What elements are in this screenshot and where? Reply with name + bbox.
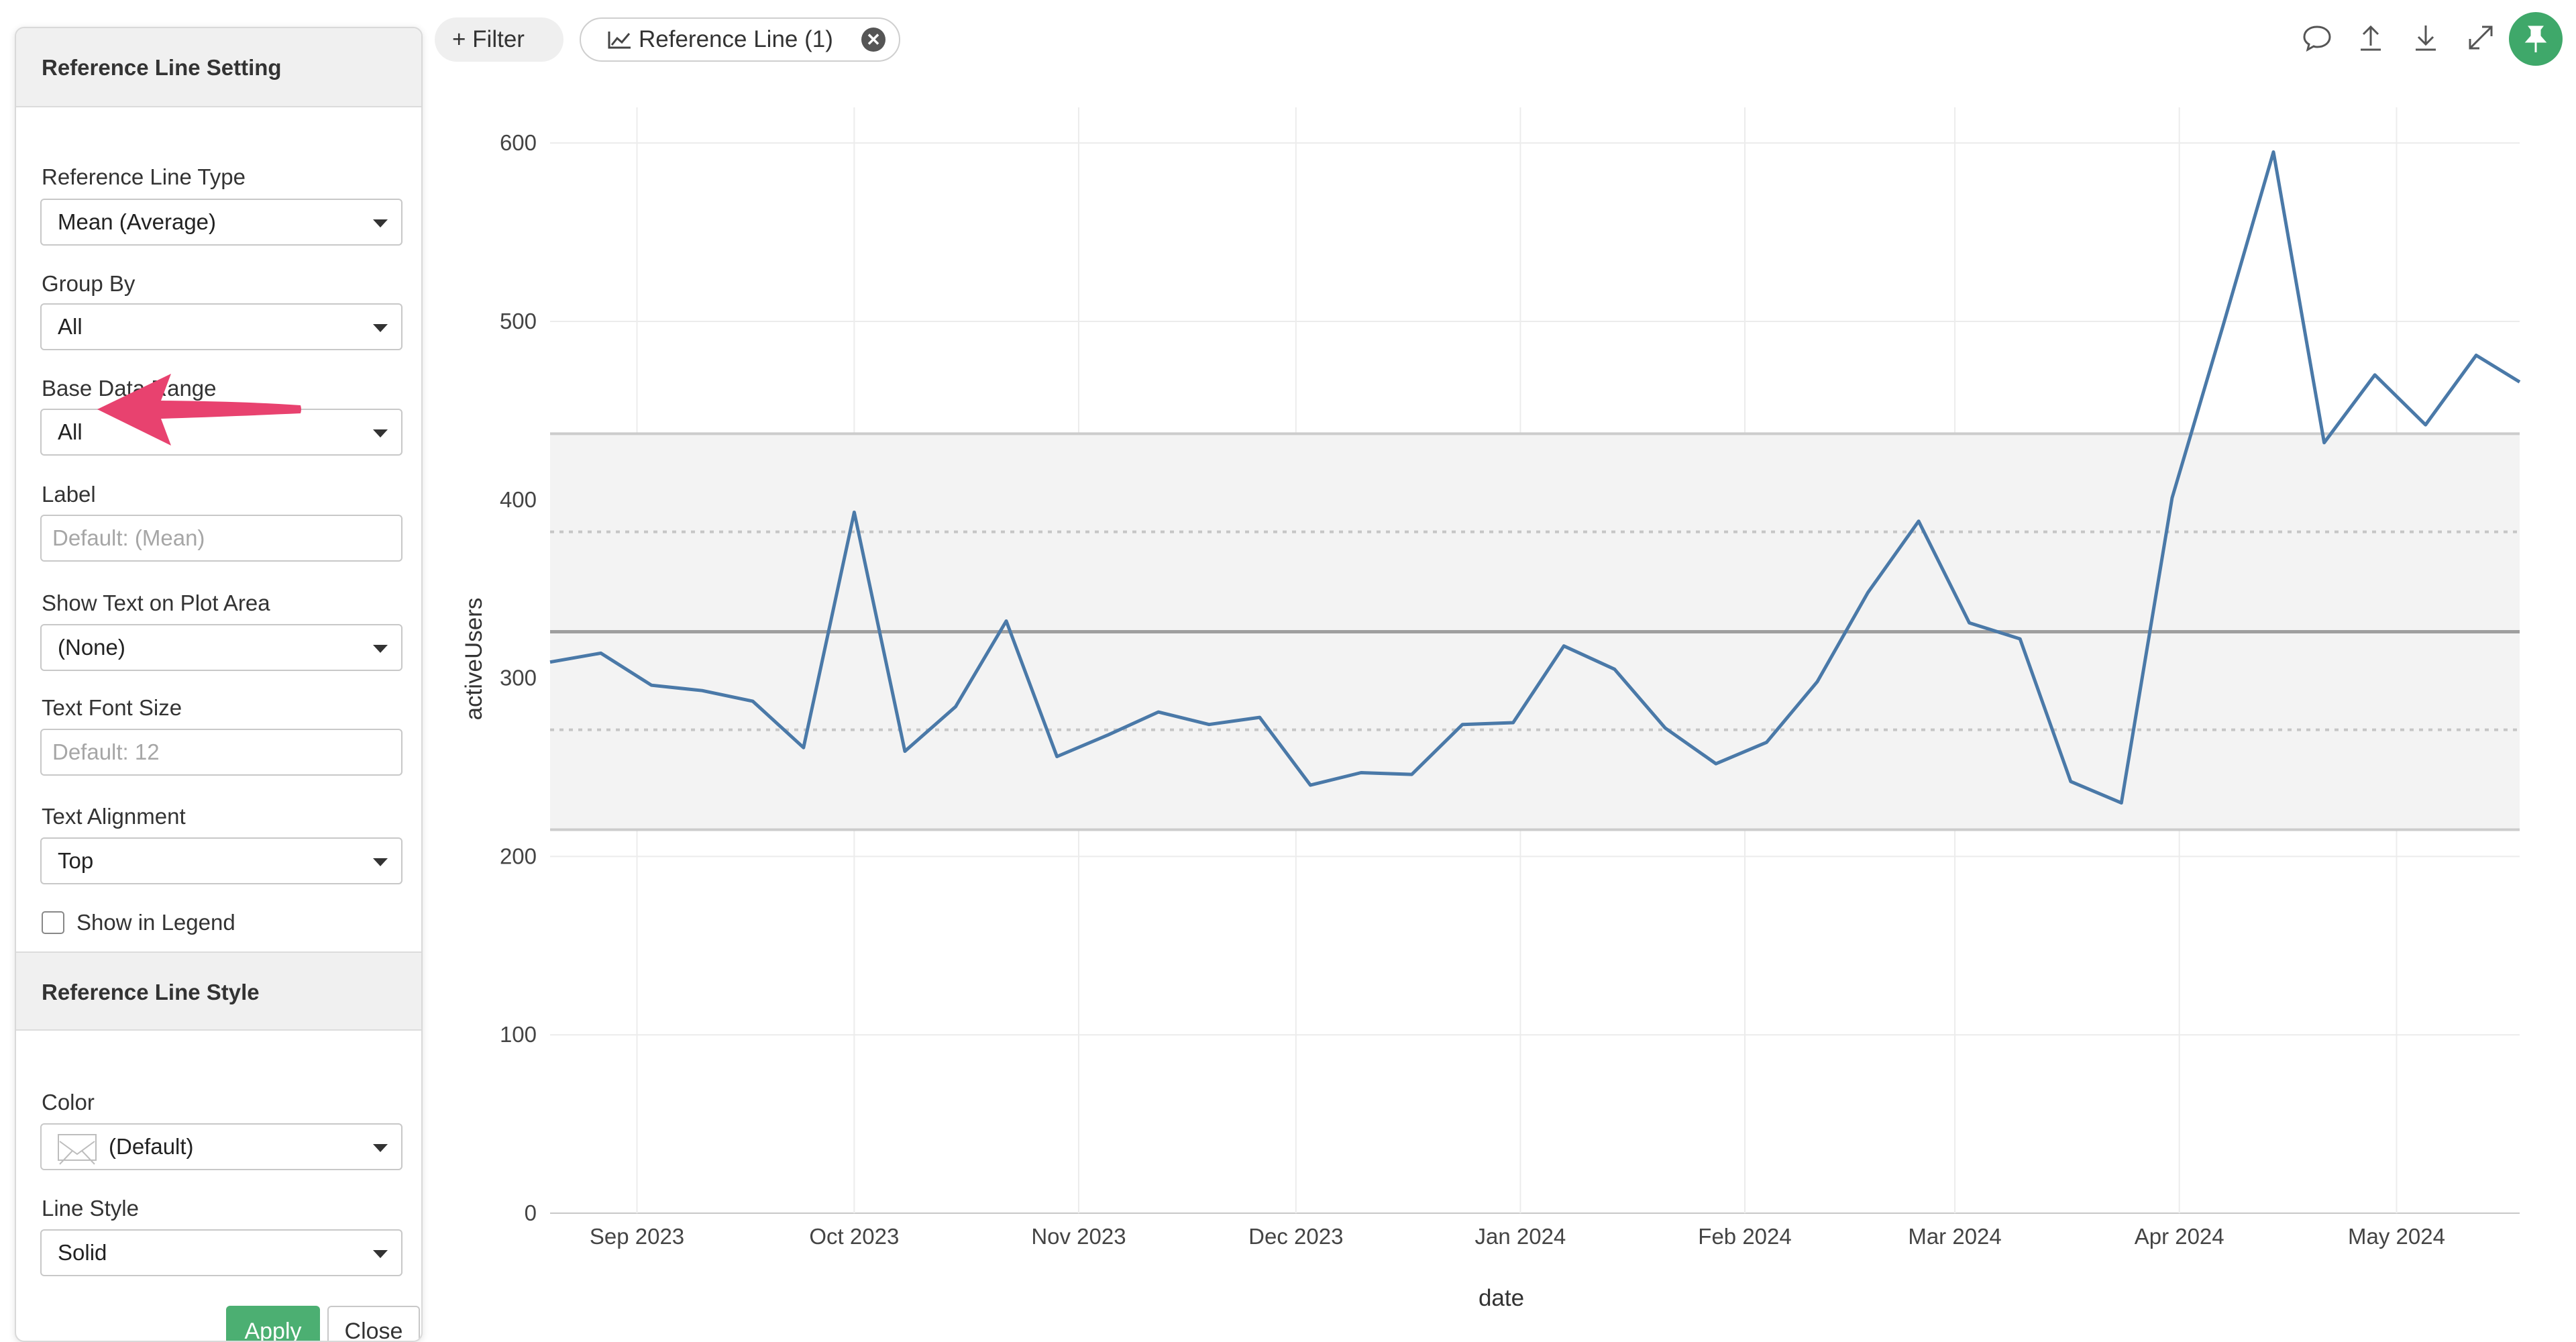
- x-tick-label: Mar 2024: [1908, 1224, 2001, 1249]
- x-tick-label: Jan 2024: [1475, 1224, 1566, 1249]
- line-style-label: Line Style: [42, 1196, 139, 1221]
- annotation-arrow-icon: [97, 374, 301, 446]
- pin-icon: [2524, 25, 2547, 52]
- setting-section-title: Reference Line Setting: [16, 28, 421, 107]
- filter-button[interactable]: + Filter: [435, 17, 564, 62]
- show-in-legend-label: Show in Legend: [76, 910, 235, 935]
- series-layer: [549, 150, 2521, 805]
- y-tick-label: 0: [525, 1200, 537, 1225]
- chevron-down-icon: [373, 219, 388, 227]
- style-section-title: Reference Line Style: [16, 951, 421, 1031]
- envelope-icon: [59, 1141, 95, 1165]
- alignment-label: Text Alignment: [42, 804, 186, 829]
- group-by-label: Group By: [42, 271, 136, 296]
- y-axis-title: activeUsers: [461, 598, 487, 721]
- x-tick-label: Sep 2023: [590, 1224, 684, 1249]
- label-input[interactable]: Default: (Mean): [40, 515, 402, 562]
- show-in-legend-checkbox[interactable]: [42, 911, 64, 934]
- line-chart-icon: [608, 32, 631, 49]
- alignment-select[interactable]: Top: [40, 837, 402, 884]
- y-tick-label: 400: [500, 487, 537, 512]
- chevron-down-icon: [373, 645, 388, 653]
- x-tick-label: Dec 2023: [1248, 1224, 1343, 1249]
- y-tick-label: 500: [500, 309, 537, 333]
- ref-type-select[interactable]: Mean (Average): [40, 199, 402, 246]
- axis-layer: 0 100 200 300 400 500 600 Sep 2023 Oct 2023 Nov 2…: [461, 130, 2445, 1311]
- line-style-select[interactable]: Solid: [40, 1229, 402, 1276]
- color-select[interactable]: (Default): [40, 1123, 402, 1170]
- series-line: [549, 150, 2521, 805]
- y-tick-label: 100: [500, 1022, 537, 1047]
- y-tick-label: 200: [500, 843, 537, 868]
- font-size-label: Text Font Size: [42, 695, 182, 720]
- color-value: (Default): [109, 1134, 194, 1159]
- font-size-placeholder: Default: 12: [52, 739, 160, 764]
- label-placeholder: Default: (Mean): [52, 525, 205, 550]
- upload-icon[interactable]: [2353, 20, 2388, 55]
- chip-close-icon[interactable]: ✕: [861, 28, 885, 52]
- chevron-down-icon: [373, 324, 388, 332]
- ref-type-label: Reference Line Type: [42, 164, 246, 189]
- x-tick-label: Oct 2023: [809, 1224, 899, 1249]
- ref-type-value: Mean (Average): [58, 209, 217, 234]
- color-label: Color: [42, 1090, 95, 1115]
- pin-button[interactable]: [2509, 12, 2563, 66]
- show-text-select[interactable]: (None): [40, 624, 402, 671]
- comment-icon[interactable]: [2300, 20, 2334, 55]
- group-by-select[interactable]: All: [40, 303, 402, 350]
- reference-band: [550, 432, 2520, 831]
- y-tick-label: 300: [500, 666, 537, 690]
- reference-line-chip-label: Reference Line (1): [639, 26, 833, 52]
- font-size-input[interactable]: Default: 12: [40, 729, 402, 776]
- chevron-down-icon: [373, 1250, 388, 1258]
- line-style-value: Solid: [58, 1240, 107, 1265]
- group-by-value: All: [58, 314, 83, 339]
- chevron-down-icon: [373, 429, 388, 437]
- x-tick-label: May 2024: [2348, 1224, 2445, 1249]
- x-tick-label: Apr 2024: [2135, 1224, 2224, 1249]
- chevron-down-icon: [373, 858, 388, 866]
- show-text-value: (None): [58, 635, 125, 660]
- alignment-value: Top: [58, 848, 94, 873]
- chevron-down-icon: [373, 1144, 388, 1152]
- y-tick-label: 600: [500, 130, 537, 155]
- download-icon[interactable]: [2408, 20, 2443, 55]
- x-tick-label: Nov 2023: [1031, 1224, 1126, 1249]
- x-axis-title: date: [1479, 1285, 1524, 1311]
- label-field-label: Label: [42, 482, 96, 507]
- x-tick-label: Feb 2024: [1698, 1224, 1791, 1249]
- expand-icon[interactable]: [2463, 20, 2498, 55]
- show-text-label: Show Text on Plot Area: [42, 590, 270, 615]
- color-swatch-icon: [58, 1134, 97, 1165]
- reference-line-chip[interactable]: Reference Line (1) ✕: [580, 17, 900, 62]
- base-range-value: All: [58, 419, 83, 444]
